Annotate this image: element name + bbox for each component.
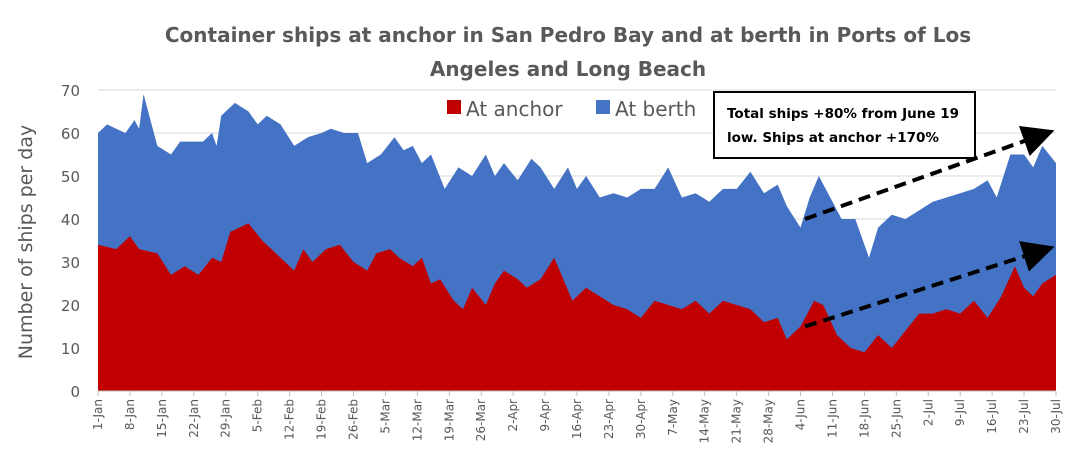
x-tick-label: 18-Jun xyxy=(857,399,871,438)
x-tick-label: 11-Jun xyxy=(825,399,839,438)
legend-swatch-at-berth xyxy=(596,100,610,114)
chart-title-line-1: Container ships at anchor in San Pedro B… xyxy=(165,23,971,47)
legend-label-at-anchor: At anchor xyxy=(466,97,563,121)
x-tick-label: 2-Jul xyxy=(921,399,935,426)
y-axis-label: Number of ships per day xyxy=(15,125,37,360)
y-tick-label: 30 xyxy=(61,254,80,272)
x-tick-label: 29-Jan xyxy=(219,399,233,438)
x-tick-label: 8-Jan xyxy=(123,399,137,430)
trend-arrow-total xyxy=(804,125,1055,221)
x-tick-label: 9-Apr xyxy=(538,399,552,432)
y-tick-label: 0 xyxy=(70,383,80,401)
y-tick-label: 50 xyxy=(61,168,80,186)
x-tick-label: 23-Jul xyxy=(1017,399,1031,434)
x-tick-label: 21-May xyxy=(730,399,744,443)
y-tick-label: 20 xyxy=(61,297,80,315)
y-tick-label: 70 xyxy=(61,82,80,100)
x-tick-label: 4-Jun xyxy=(794,399,808,430)
x-tick-label: 23-Apr xyxy=(602,399,616,439)
x-tick-label: 30-Jul xyxy=(1049,399,1063,434)
x-axis-ticks: 1-Jan 8-Jan 15-Jan 22-Jan 29-Jan 5-Feb 12-Feb 1… xyxy=(91,391,1063,443)
area-at-anchor xyxy=(98,223,1056,391)
y-axis-ticks: 0 10 20 30 40 50 60 70 xyxy=(61,82,80,401)
x-tick-label: 12-Mar xyxy=(410,399,424,441)
x-tick-label: 25-Jun xyxy=(889,399,903,438)
x-tick-label: 26-Mar xyxy=(474,399,488,441)
x-tick-label: 14-May xyxy=(698,399,712,443)
chart-title-line-2: Angeles and Long Beach xyxy=(430,57,706,81)
x-tick-label: 5-Feb xyxy=(251,399,265,432)
x-tick-label: 28-May xyxy=(762,399,776,443)
annotation-box xyxy=(713,91,976,159)
trend-arrow-anchor xyxy=(804,241,1055,329)
x-tick-label: 26-Feb xyxy=(346,399,360,440)
x-tick-label: 19-Mar xyxy=(442,399,456,441)
x-tick-label: 16-Apr xyxy=(570,399,584,439)
x-tick-label: 7-May xyxy=(666,399,680,436)
trend-arrows xyxy=(804,125,1055,329)
annotation-line-1: Total ships +80% from June 19 xyxy=(727,106,959,122)
legend-swatch-at-anchor xyxy=(447,100,461,114)
y-tick-label: 40 xyxy=(61,211,80,229)
annotation-line-2: low. Ships at anchor +170% xyxy=(727,130,939,146)
x-tick-label: 15-Jan xyxy=(155,399,169,438)
x-tick-label: 9-Jul xyxy=(953,399,967,426)
y-tick-label: 60 xyxy=(61,125,80,143)
x-tick-label: 16-Jul xyxy=(985,399,999,434)
x-tick-label: 22-Jan xyxy=(187,399,201,438)
x-tick-label: 30-Apr xyxy=(634,399,648,439)
x-tick-label: 2-Apr xyxy=(506,399,520,432)
x-tick-label: 1-Jan xyxy=(91,399,105,430)
x-tick-label: 5-Mar xyxy=(378,399,392,434)
x-tick-label: 12-Feb xyxy=(283,399,297,440)
y-tick-label: 10 xyxy=(61,340,80,358)
x-tick-label: 19-Feb xyxy=(315,399,329,440)
legend-label-at-berth: At berth xyxy=(615,97,696,121)
